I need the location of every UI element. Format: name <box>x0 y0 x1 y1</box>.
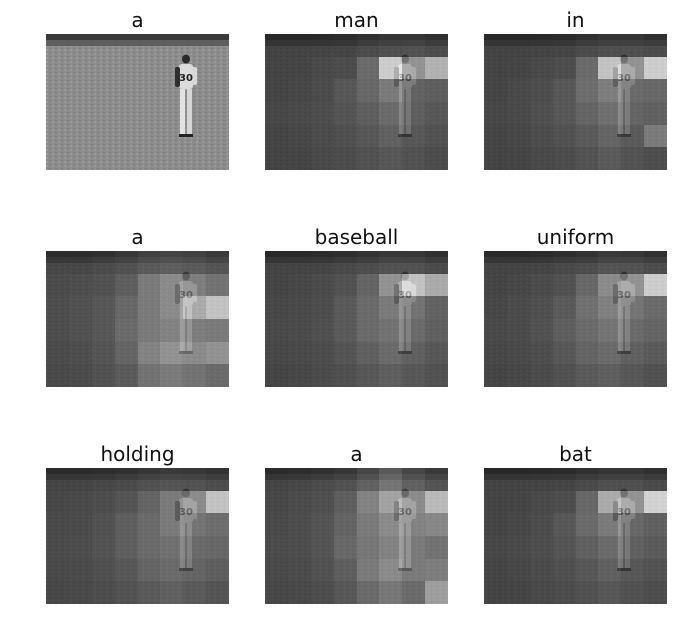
attention-panel-4: 30 <box>46 251 229 387</box>
panel-title-3: in <box>566 8 585 32</box>
panel-title-6: uniform <box>536 225 615 249</box>
attention-panel-3: 30 <box>484 34 667 170</box>
player-figure: 30 <box>394 271 416 354</box>
player-figure: 30 <box>613 54 635 137</box>
player-figure: 30 <box>613 271 635 354</box>
field-scene: 30 <box>265 251 448 387</box>
svg-text:30: 30 <box>617 290 631 301</box>
svg-text:30: 30 <box>398 507 412 518</box>
field-scene: 30 <box>484 251 667 387</box>
svg-text:30: 30 <box>398 290 412 301</box>
player-figure: 30 <box>613 488 635 571</box>
svg-text:30: 30 <box>179 73 193 84</box>
svg-text:30: 30 <box>179 507 193 518</box>
panel-title-8: a <box>350 442 363 466</box>
player-figure: 30 <box>175 54 197 137</box>
player-figure: 30 <box>175 271 197 354</box>
attention-panel-6: 30 <box>484 251 667 387</box>
svg-text:30: 30 <box>617 507 631 518</box>
field-scene: 30 <box>46 468 229 604</box>
field-scene: 30 <box>265 468 448 604</box>
field-scene: 30 <box>484 34 667 170</box>
panel-title-1: a <box>131 8 144 32</box>
svg-text:30: 30 <box>617 73 631 84</box>
player-figure: 30 <box>175 488 197 571</box>
player-figure: 30 <box>394 488 416 571</box>
panel-title-2: man <box>334 8 379 32</box>
panel-title-7: holding <box>100 442 175 466</box>
attention-panel-9: 30 <box>484 468 667 604</box>
svg-text:30: 30 <box>179 290 193 301</box>
panel-title-5: baseball <box>314 225 399 249</box>
panel-title-4: a <box>131 225 144 249</box>
field-scene: 30 <box>484 468 667 604</box>
field-scene: 30 <box>46 34 229 170</box>
attention-panel-7: 30 <box>46 468 229 604</box>
svg-text:30: 30 <box>398 73 412 84</box>
player-figure: 30 <box>394 54 416 137</box>
field-scene: 30 <box>46 251 229 387</box>
field-scene: 30 <box>265 34 448 170</box>
attention-panel-8: 30 <box>265 468 448 604</box>
panel-title-9: bat <box>559 442 592 466</box>
attention-panel-1: 30 <box>46 34 229 170</box>
attention-panel-5: 30 <box>265 251 448 387</box>
attention-panel-2: 30 <box>265 34 448 170</box>
